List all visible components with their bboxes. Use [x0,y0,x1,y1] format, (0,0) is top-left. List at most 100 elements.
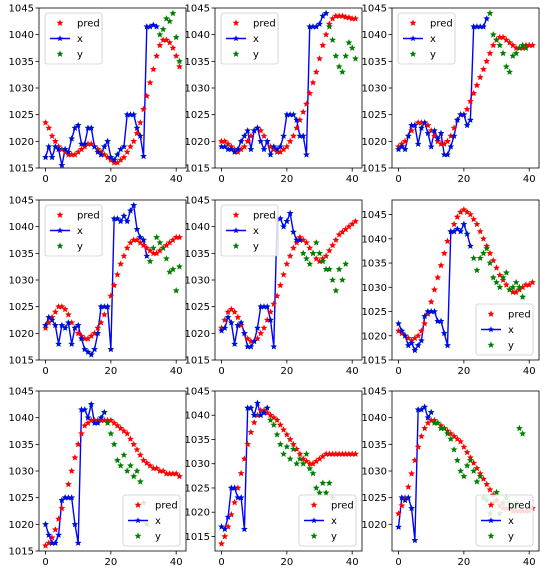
y-tick-label: 1035 [9,440,34,451]
point-y [506,68,514,75]
point-x [290,111,297,118]
legend-y-label: y [253,50,259,61]
point-pred [411,456,419,464]
x-tick-label: 20 [104,366,117,377]
point-pred [172,52,180,59]
point-x [114,215,121,222]
x-tick-label: 20 [457,557,470,568]
y-tick-label: 1035 [185,249,210,260]
point-x [244,127,251,134]
point-x [264,303,271,310]
point-pred [306,89,314,97]
point-x [65,148,72,155]
point-pred [322,252,330,259]
point-y [434,419,442,426]
point-y [519,41,527,49]
point-x [81,140,88,147]
legend-box [220,204,279,257]
point-pred [117,424,125,432]
point-pred [453,435,461,442]
y-tick-label: 1020 [9,329,34,340]
point-x [58,162,65,168]
point-y [338,276,346,283]
x-tick-label: 20 [280,366,293,377]
point-x [395,320,402,327]
point-pred [169,44,177,51]
plot-area [218,209,359,350]
point-y [450,446,458,453]
point-y [322,489,330,496]
point-pred [332,236,340,243]
point-y [499,273,507,281]
point-pred [136,239,144,246]
point-x [428,409,435,415]
y-tick-label: 1015 [9,547,34,558]
point-y [486,259,494,266]
x-tick-label: 0 [42,174,48,185]
point-x [137,234,144,240]
point-pred [107,416,115,424]
point-y [473,266,481,274]
legend-x-label: x [77,34,83,45]
y-tick-label: 1030 [362,467,387,478]
point-pred [325,247,333,254]
point-x [300,132,307,139]
point-pred [71,454,79,461]
point-y [502,63,510,70]
point-x [415,342,422,349]
point-pred [146,247,154,254]
point-x [244,343,251,350]
y-tick-label: 1025 [9,493,34,504]
point-x [62,494,69,501]
point-pred [450,432,458,440]
legend-box [397,12,456,65]
point-x [143,23,150,30]
point-pred [440,140,448,147]
point-x [280,223,287,230]
point-pred [486,49,494,57]
point-pred [234,313,242,321]
point-x [457,228,464,235]
y-tick-label: 1040 [9,30,34,41]
point-x [231,340,238,347]
point-pred [97,319,105,326]
legend-pred-marker [56,211,64,218]
point-x [241,525,248,532]
point-x [88,124,95,131]
point-x [42,521,49,527]
point-pred [470,89,478,97]
point-pred [348,220,356,227]
point-x [71,521,78,527]
legend-x-marker [56,227,64,234]
legend-y-label: y [430,50,436,61]
point-x [221,143,228,150]
x-tick-label: 0 [218,366,224,377]
legend-x-label: x [253,34,259,45]
point-pred [529,278,536,286]
point-pred [84,335,92,342]
point-y [293,460,301,467]
y-tick-label: 1045 [185,196,210,207]
point-x [91,346,98,352]
point-y [515,44,523,51]
legend-y-marker [310,532,318,539]
point-pred [51,137,59,145]
x-tick-label: 40 [523,366,536,377]
point-pred [247,428,255,436]
axes-frame [391,390,540,552]
point-pred [457,208,465,216]
point-x [221,525,228,532]
point-y [352,55,359,62]
y-tick-label: 1045 [362,387,387,398]
y-tick-label: 1045 [185,4,210,15]
legend-pred-label: pred [77,211,100,222]
point-x [225,314,232,320]
point-y [156,31,164,38]
point-pred [398,502,406,509]
chart-panel-9: 0 20 40 1020 1025 1030 1035 1040 1045 pred xy [362,387,540,568]
point-y [276,440,284,448]
legend: pred xy [44,204,103,257]
point-x [444,151,451,158]
point-x [467,116,474,123]
point-pred [143,459,151,466]
